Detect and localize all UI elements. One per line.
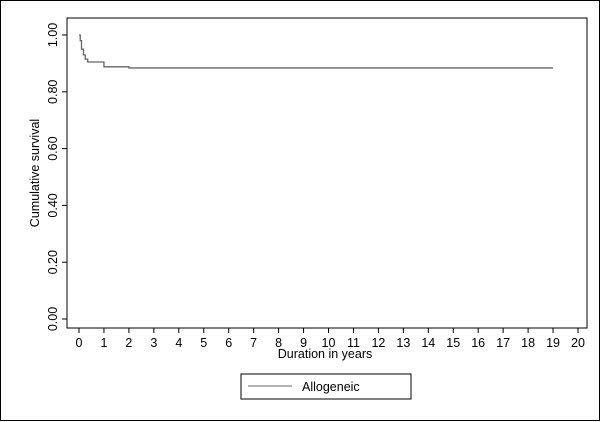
y-tick-label: 1.00	[46, 23, 60, 47]
x-tick-label: 19	[546, 336, 560, 350]
x-tick-label: 14	[421, 336, 435, 350]
x-tick-label: 12	[371, 336, 385, 350]
x-tick-label: 16	[471, 336, 485, 350]
x-tick-label: 2	[125, 336, 132, 350]
y-tick-label: 0.00	[46, 307, 60, 331]
x-tick-label: 13	[396, 336, 410, 350]
y-axis-title: Cumulative survival	[28, 119, 42, 227]
y-tick-label: 0.80	[46, 80, 60, 104]
x-tick-label: 6	[225, 336, 232, 350]
x-tick-label: 1	[100, 336, 107, 350]
legend-label: Allogeneic	[302, 380, 360, 394]
x-axis-title: Duration in years	[278, 347, 373, 361]
plot-area	[66, 17, 588, 329]
series-layer	[79, 34, 554, 69]
x-tick-label: 0	[76, 336, 83, 350]
x-tick-label: 5	[200, 336, 207, 350]
x-tick-label: 8	[275, 336, 282, 350]
y-axis: 0.00 0.20 0.40 0.60 0.80 1.00	[46, 23, 67, 331]
x-tick-label: 11	[347, 336, 360, 350]
legend-box	[240, 373, 412, 400]
x-axis: 0 1 2 3 4 5 6 7 8 9 10 11 12 13 14 15 16 17 18 19 20	[76, 328, 585, 350]
x-tick-label: 3	[150, 336, 157, 350]
legend: Allogeneic	[240, 373, 412, 400]
series-line-allogeneic	[79, 34, 554, 69]
x-tick-label: 4	[175, 336, 182, 350]
y-tick-label: 0.40	[46, 193, 60, 217]
x-tick-label: 10	[322, 336, 336, 350]
y-tick-label: 0.60	[46, 136, 60, 160]
x-tick-label: 15	[446, 336, 460, 350]
x-tick-label: 7	[250, 336, 257, 350]
y-tick-label: 0.20	[46, 250, 60, 274]
x-tick-label: 17	[496, 336, 510, 350]
x-tick-label: 9	[300, 336, 307, 350]
x-tick-label: 20	[571, 336, 585, 350]
x-tick-label: 18	[521, 336, 535, 350]
